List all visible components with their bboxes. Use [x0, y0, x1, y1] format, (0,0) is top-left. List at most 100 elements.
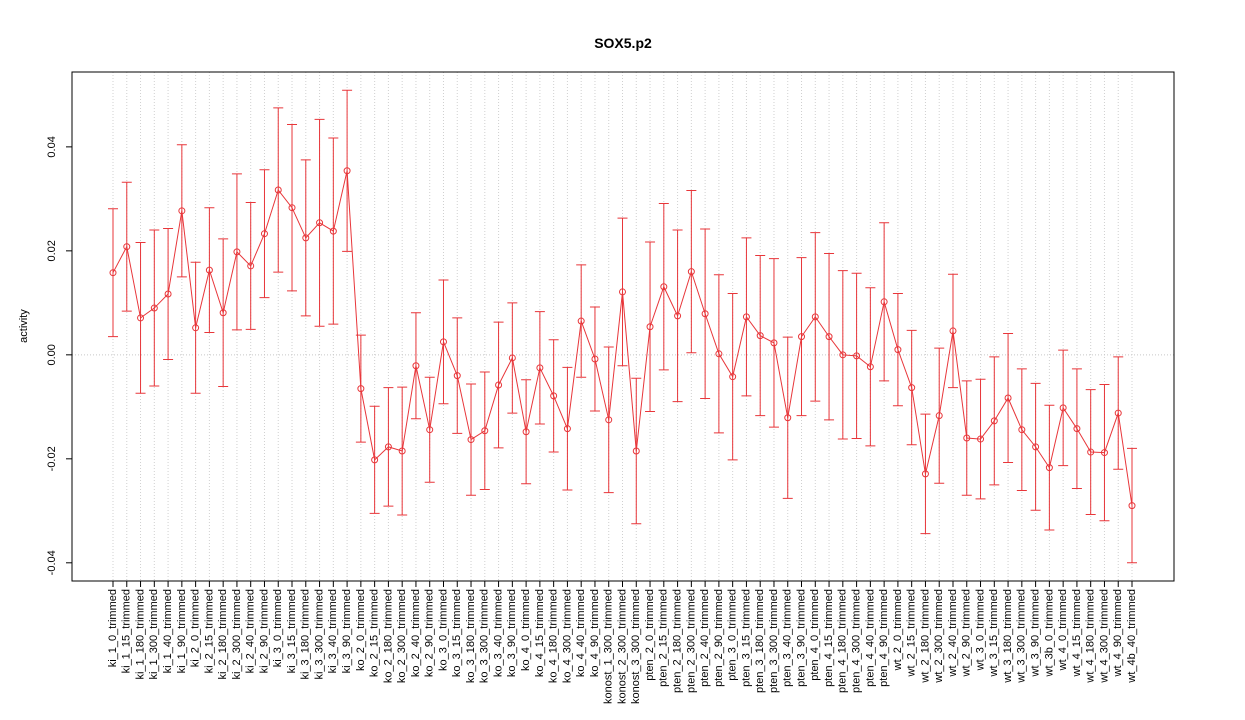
error-bar: [1113, 356, 1124, 470]
x-tick-label: pten_4_0_trimmed: [809, 589, 821, 681]
x-tick-label: wt_4_15_trimmed: [1071, 589, 1083, 677]
error-bar: [273, 107, 284, 273]
point: [150, 304, 158, 312]
error-bar: [548, 339, 559, 453]
error-bar: [879, 222, 890, 382]
error-bar: [934, 347, 945, 484]
error-bar: [1127, 447, 1137, 564]
x-tick-label: ki_1_15_trimmed: [121, 589, 133, 673]
x-tick-label: pten_3_15_trimmed: [740, 589, 752, 687]
point: [1073, 425, 1081, 433]
error-bar: [989, 356, 1000, 486]
x-tick-label: ko_4_90_trimmed: [589, 589, 601, 677]
error-bar: [920, 413, 931, 535]
point: [756, 332, 764, 340]
error-bar: [782, 336, 793, 499]
point: [384, 443, 392, 451]
x-tick-label: konost_2_300_trimmed: [616, 589, 628, 704]
error-bar: [314, 118, 325, 327]
x-tick-label: wt_4b_40_trimmed: [1126, 589, 1138, 684]
x-tick-label: pten_3_0_trimmed: [727, 589, 739, 681]
error-bar: [204, 207, 215, 333]
point: [123, 243, 131, 251]
point: [880, 298, 888, 306]
point: [825, 333, 833, 341]
x-tick-label: pten_2_0_trimmed: [644, 589, 656, 681]
point: [343, 167, 351, 175]
y-tick-label: -0.04: [46, 550, 58, 575]
point: [522, 428, 530, 436]
error-bar: [975, 378, 986, 500]
x-tick-label: pten_3_40_trimmed: [782, 589, 794, 687]
point: [674, 312, 682, 320]
x-tick-label: pten_3_90_trimmed: [795, 589, 807, 687]
error-bar: [521, 379, 532, 485]
error-bar: [328, 137, 339, 325]
point: [770, 339, 778, 347]
point: [563, 425, 571, 433]
x-tick-label: ko_3_300_trimmed: [479, 589, 491, 683]
point: [495, 381, 503, 389]
error-bar: [658, 203, 669, 371]
error-bar: [617, 217, 628, 367]
x-tick-label: pten_4_300_trimmed: [851, 589, 863, 693]
x-tick-label: pten_3_300_trimmed: [768, 589, 780, 693]
x-tick-label: ki_3_90_trimmed: [341, 589, 353, 673]
x-tick-label: ki_3_180_trimmed: [300, 589, 312, 680]
x-tick-label: wt_3_180_trimmed: [1002, 589, 1014, 684]
error-bar: [176, 144, 187, 278]
error-bar: [1058, 349, 1069, 467]
x-tick-label: ko_4_300_trimmed: [561, 589, 573, 683]
x-tick-label: ki_2_300_trimmed: [231, 589, 243, 680]
point: [205, 266, 213, 274]
error-bar: [1099, 383, 1110, 522]
error-bar: [493, 321, 504, 449]
point: [619, 288, 626, 296]
error-bar: [466, 383, 477, 496]
error-bar: [108, 208, 118, 338]
x-tick-label: ko_2_40_trimmed: [410, 589, 422, 677]
x-tick-label: wt_4_0_trimmed: [1057, 589, 1069, 671]
x-tick-label: ki_3_40_trimmed: [327, 589, 339, 673]
x-tick-label: ko_2_0_trimmed: [355, 589, 367, 671]
x-tick-label: wt_3_90_trimmed: [1030, 589, 1042, 677]
point: [591, 355, 599, 363]
point: [1059, 404, 1067, 412]
point: [357, 385, 365, 393]
point: [660, 283, 668, 291]
point: [260, 230, 268, 238]
error-bar: [589, 306, 600, 412]
point: [784, 414, 792, 422]
error-bar: [149, 229, 160, 387]
error-bar: [603, 346, 614, 494]
point: [577, 317, 585, 325]
point: [1004, 394, 1012, 402]
point: [632, 447, 640, 455]
error-bar: [851, 272, 862, 440]
x-tick-label: wt_4_90_trimmed: [1112, 589, 1124, 677]
point: [481, 427, 489, 435]
x-tick-label: ki_3_300_trimmed: [313, 589, 325, 680]
error-bar: [438, 279, 449, 405]
point: [921, 470, 929, 478]
error-bar: [562, 366, 573, 491]
x-tick-label: ko_3_40_trimmed: [492, 589, 504, 677]
x-tick-label: ki_2_90_trimmed: [258, 589, 270, 673]
error-bar: [410, 312, 421, 420]
point: [1128, 502, 1136, 510]
error-bar: [190, 261, 201, 394]
point: [137, 314, 145, 322]
error-bar: [1030, 382, 1041, 511]
point: [811, 313, 819, 321]
point: [467, 436, 475, 444]
x-tick-label: ko_4_180_trimmed: [548, 589, 560, 683]
point: [977, 435, 985, 443]
x-tick-label: ko_3_90_trimmed: [506, 589, 518, 677]
error-bar: [231, 173, 242, 331]
point: [701, 310, 709, 318]
error-bar: [727, 292, 738, 461]
error-bar: [892, 292, 903, 407]
point: [439, 338, 447, 346]
error-bar: [397, 386, 408, 516]
x-tick-label: pten_2_90_trimmed: [713, 589, 725, 687]
